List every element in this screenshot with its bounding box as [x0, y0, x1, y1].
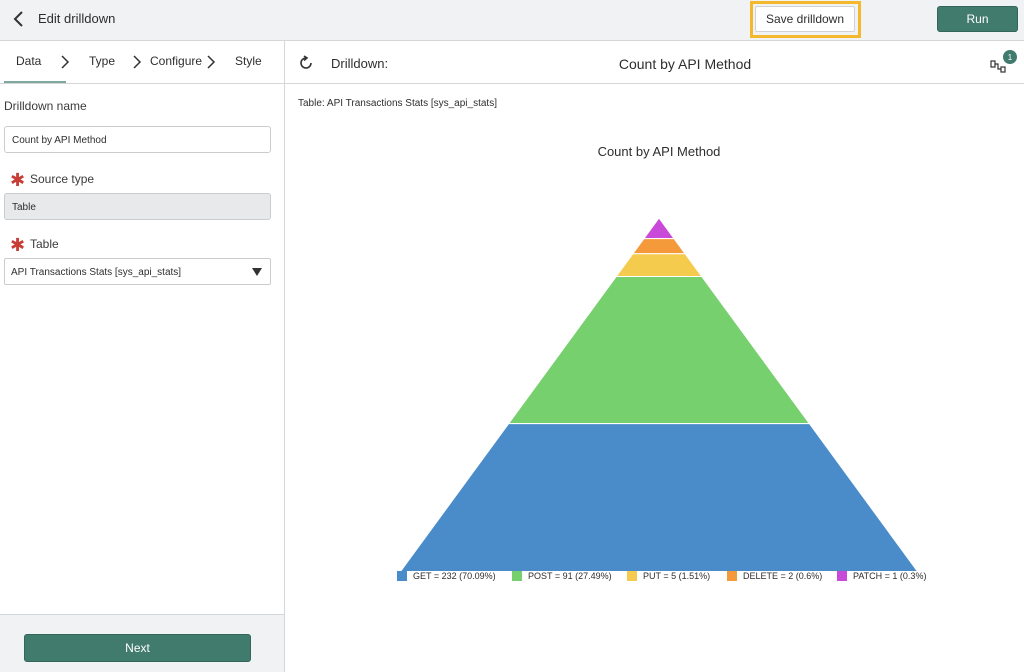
pyramid-segment-delete[interactable]	[631, 238, 687, 255]
preview-header: Drilldown: Count by API Method 1	[285, 41, 1024, 84]
table-select[interactable]: API Transactions Stats [sys_api_stats]	[4, 258, 271, 285]
hierarchy-icon	[990, 60, 1006, 73]
run-button[interactable]: Run	[937, 6, 1018, 32]
table-caption: Table: API Transactions Stats [sys_api_s…	[298, 98, 497, 109]
pyramid-chart	[384, 217, 934, 571]
pyramid-segment-put[interactable]	[615, 253, 703, 277]
legend-label: PATCH = 1 (0.3%)	[853, 571, 927, 581]
left-footer: Next	[0, 614, 284, 672]
legend-swatch	[837, 571, 847, 581]
step-type[interactable]: Type	[89, 54, 116, 68]
pyramid-segment-get[interactable]	[384, 423, 934, 571]
required-icon: ✱	[10, 170, 26, 190]
pyramid-segment-patch[interactable]	[642, 217, 676, 240]
required-icon: ✱	[10, 235, 26, 255]
chevron-left-icon	[13, 11, 23, 27]
drilldown-name-label: Drilldown name	[4, 99, 87, 113]
active-step-indicator	[4, 81, 66, 83]
dropdown-arrow-icon	[252, 268, 262, 276]
legend-swatch	[627, 571, 637, 581]
table-select-value: API Transactions Stats [sys_api_stats]	[11, 267, 182, 278]
legend-swatch	[512, 571, 522, 581]
legend-label: POST = 91 (27.49%)	[528, 571, 612, 581]
step-data[interactable]: Data	[16, 54, 42, 68]
left-panel: Data Type Configure Style Drilldown name…	[0, 41, 285, 672]
chevron-right-icon	[133, 55, 142, 69]
chevron-right-icon	[61, 55, 70, 69]
chart-title: Count by API Method	[597, 144, 721, 159]
step-style[interactable]: Style	[235, 54, 262, 68]
drilldown-name-input[interactable]: Count by API Method	[4, 126, 271, 153]
table-label: Table	[30, 237, 59, 251]
legend-swatch	[397, 571, 407, 581]
page-title: Edit drilldown	[38, 11, 116, 26]
preview-panel: Drilldown: Count by API Method 1 Table: …	[285, 41, 1024, 672]
drilldown-label: Drilldown:	[331, 56, 389, 71]
pyramid-segment-post[interactable]	[507, 275, 811, 425]
drilldown-title: Count by API Method	[618, 56, 752, 72]
step-nav: Data Type Configure Style	[0, 41, 284, 84]
step-configure[interactable]: Configure	[150, 54, 203, 68]
next-button[interactable]: Next	[24, 634, 251, 662]
source-type-field: Table	[4, 193, 271, 220]
legend-swatch	[727, 571, 737, 581]
legend-label: GET = 232 (70.09%)	[413, 571, 496, 581]
legend-label: PUT = 5 (1.51%)	[643, 571, 711, 581]
save-drilldown-button[interactable]: Save drilldown	[755, 6, 855, 32]
legend-label: DELETE = 2 (0.6%)	[743, 571, 823, 581]
refresh-icon[interactable]	[298, 55, 314, 71]
top-bar: Edit drilldown Save drilldown Run	[0, 0, 1024, 41]
back-button[interactable]	[6, 6, 30, 32]
source-type-label: Source type	[30, 172, 95, 186]
hierarchy-count-badge: 1	[1003, 50, 1017, 64]
chevron-right-icon	[207, 55, 216, 69]
save-button-highlight	[750, 1, 861, 38]
